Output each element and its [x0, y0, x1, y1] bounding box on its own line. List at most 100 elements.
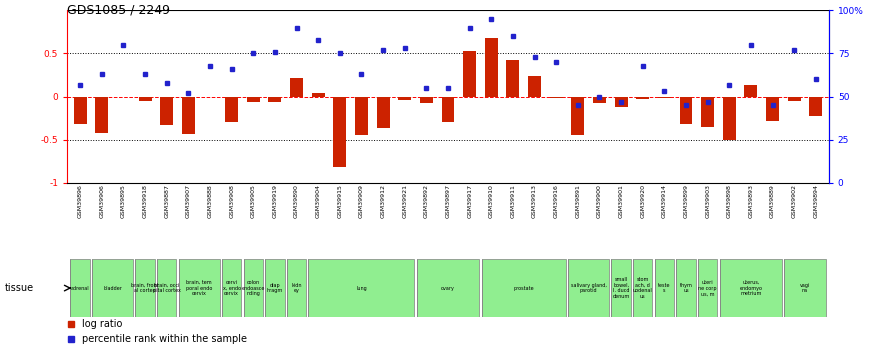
Bar [702, 97, 714, 127]
Text: GSM39911: GSM39911 [511, 185, 515, 218]
Text: GSM39887: GSM39887 [164, 185, 169, 218]
Bar [135, 259, 155, 317]
Text: GSM39894: GSM39894 [814, 185, 818, 218]
Text: GSM39918: GSM39918 [142, 185, 148, 218]
Text: GSM39890: GSM39890 [294, 185, 299, 218]
Text: GSM39903: GSM39903 [705, 185, 711, 218]
Text: brain, tem
poral endo
cervix: brain, tem poral endo cervix [186, 280, 212, 296]
Text: GSM39889: GSM39889 [770, 185, 775, 218]
Text: uterus,
endomyo
metrium: uterus, endomyo metrium [739, 280, 762, 296]
Bar [71, 259, 90, 317]
Bar [528, 76, 541, 97]
Text: small
bowel,
I. ducd
denum: small bowel, I. ducd denum [613, 277, 630, 299]
Bar [355, 97, 368, 135]
Text: GSM39914: GSM39914 [662, 185, 667, 218]
Bar [398, 97, 411, 100]
Text: teste
s: teste s [659, 283, 670, 294]
Bar [182, 97, 194, 134]
Bar [788, 97, 801, 101]
Text: GSM39908: GSM39908 [229, 185, 234, 218]
Text: bladder: bladder [103, 286, 122, 290]
Text: brain, occi
pital cortex: brain, occi pital cortex [153, 283, 181, 294]
Text: GSM39915: GSM39915 [337, 185, 342, 218]
Bar [549, 97, 563, 98]
Text: GSM39906: GSM39906 [99, 185, 104, 218]
Bar [463, 51, 476, 97]
Bar [95, 97, 108, 133]
Text: GSM39893: GSM39893 [748, 185, 754, 218]
Text: GSM39901: GSM39901 [618, 185, 624, 218]
Text: tissue: tissue [4, 283, 34, 293]
Bar [442, 97, 454, 122]
Bar [611, 259, 631, 317]
Bar [222, 259, 241, 317]
Text: GSM39910: GSM39910 [489, 185, 494, 218]
Text: stom
ach, d
uodenal
us: stom ach, d uodenal us [633, 277, 652, 299]
Bar [265, 259, 285, 317]
Bar [481, 259, 566, 317]
Text: GSM39899: GSM39899 [684, 185, 688, 218]
Bar [157, 259, 177, 317]
Text: log ratio: log ratio [82, 319, 122, 329]
Text: GSM39921: GSM39921 [402, 185, 407, 218]
Text: GDS1085 / 2249: GDS1085 / 2249 [67, 3, 170, 17]
Text: brain, front
al cortex: brain, front al cortex [132, 283, 159, 294]
Text: GSM39888: GSM39888 [208, 185, 212, 218]
Text: adrenal: adrenal [71, 286, 90, 290]
Text: GSM39913: GSM39913 [532, 185, 537, 218]
Bar [225, 97, 238, 122]
Bar [636, 97, 650, 99]
Bar [269, 97, 281, 102]
Text: kidn
ey: kidn ey [291, 283, 302, 294]
Text: GSM39919: GSM39919 [272, 185, 278, 218]
Bar [655, 259, 674, 317]
Bar [308, 259, 415, 317]
Bar [160, 97, 173, 125]
Bar [593, 97, 606, 103]
Text: vagi
na: vagi na [800, 283, 810, 294]
Bar [723, 97, 736, 140]
Text: GSM39907: GSM39907 [185, 185, 191, 218]
Text: cervi
x, endo
cervix: cervi x, endo cervix [222, 280, 241, 296]
Bar [572, 97, 584, 136]
Text: GSM39902: GSM39902 [792, 185, 797, 218]
Bar [676, 259, 695, 317]
Bar [420, 97, 433, 103]
Text: GSM39916: GSM39916 [554, 185, 559, 218]
Text: colon
endoasce
nding: colon endoasce nding [242, 280, 265, 296]
Text: GSM39905: GSM39905 [251, 185, 255, 218]
Bar [376, 97, 390, 128]
Bar [417, 259, 479, 317]
Bar [568, 259, 609, 317]
Text: GSM39909: GSM39909 [359, 185, 364, 218]
Text: GSM39912: GSM39912 [381, 185, 385, 218]
Bar [506, 60, 520, 97]
Text: thym
us: thym us [679, 283, 693, 294]
Text: percentile rank within the sample: percentile rank within the sample [82, 335, 246, 344]
Bar [139, 97, 151, 101]
Bar [246, 97, 260, 102]
Bar [679, 97, 693, 124]
Text: GSM39897: GSM39897 [445, 185, 451, 218]
Text: GSM39900: GSM39900 [597, 185, 602, 218]
Bar [92, 259, 134, 317]
Bar [73, 97, 87, 124]
Bar [244, 259, 263, 317]
Bar [178, 259, 220, 317]
Text: lung: lung [356, 286, 366, 290]
Bar [809, 97, 823, 116]
Text: GSM39920: GSM39920 [641, 185, 645, 218]
Bar [698, 259, 718, 317]
Text: GSM39895: GSM39895 [121, 185, 126, 218]
Text: GSM39891: GSM39891 [575, 185, 581, 218]
Text: salivary gland,
parotid: salivary gland, parotid [571, 283, 607, 294]
Text: GSM39892: GSM39892 [424, 185, 429, 218]
Text: prostate: prostate [513, 286, 534, 290]
Text: GSM39917: GSM39917 [467, 185, 472, 218]
Text: GSM39898: GSM39898 [727, 185, 732, 218]
Text: ovary: ovary [441, 286, 455, 290]
Text: diap
hragm: diap hragm [267, 283, 283, 294]
Bar [290, 78, 303, 97]
Bar [333, 97, 347, 167]
Bar [658, 97, 671, 98]
